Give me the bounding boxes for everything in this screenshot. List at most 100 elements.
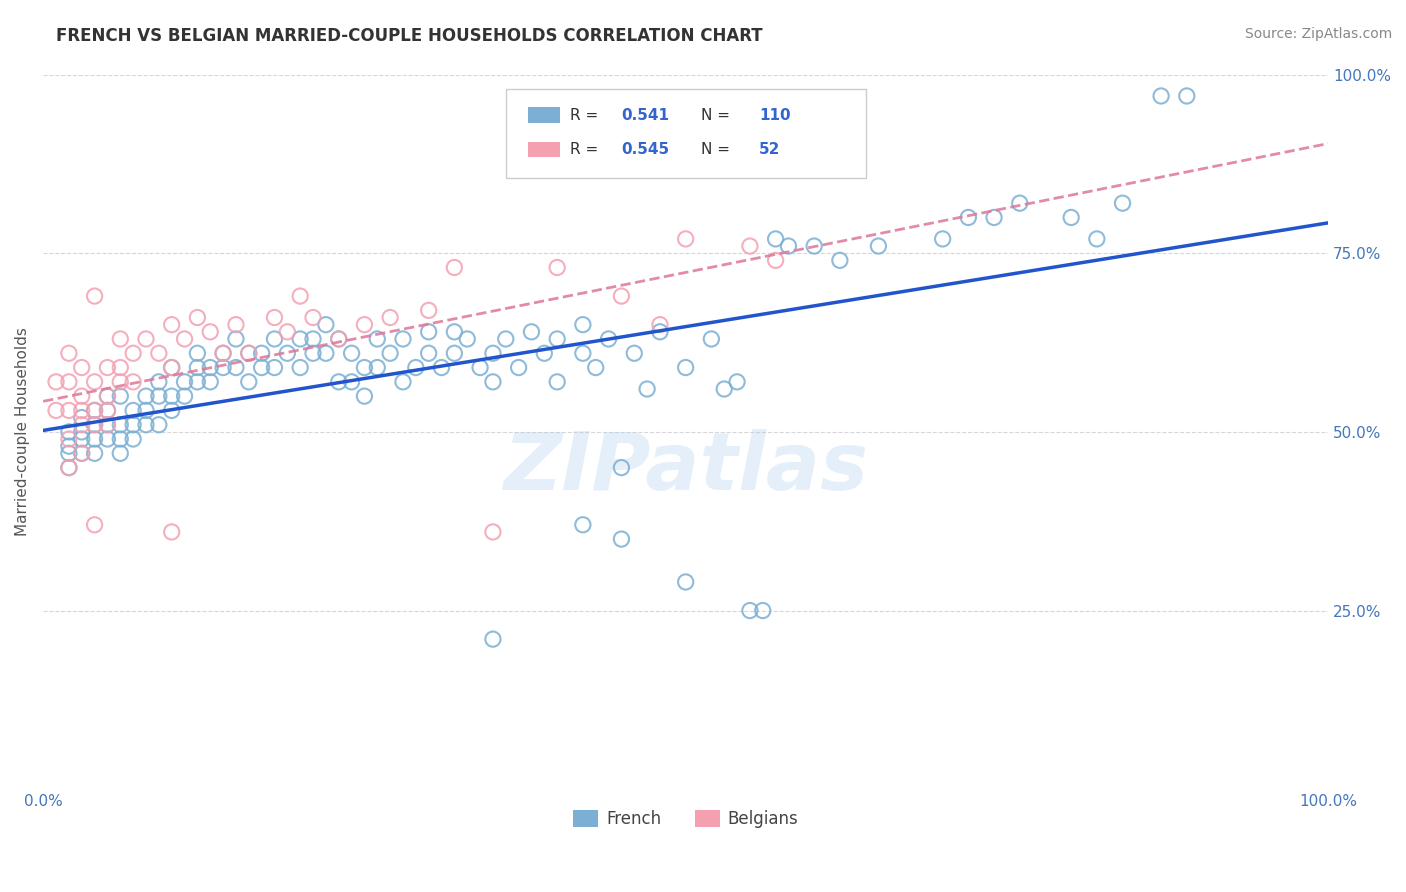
Point — [675, 360, 697, 375]
Point — [713, 382, 735, 396]
Y-axis label: Married-couple Households: Married-couple Households — [15, 327, 30, 536]
Point — [58, 403, 80, 417]
Point — [225, 360, 247, 375]
Point — [546, 375, 568, 389]
Bar — [527, 142, 560, 157]
Point — [353, 360, 375, 375]
Point — [58, 425, 80, 439]
Point — [160, 318, 183, 332]
Point — [160, 524, 183, 539]
Point — [546, 260, 568, 275]
Text: 52: 52 — [759, 142, 780, 157]
Point — [263, 310, 285, 325]
Point — [110, 332, 132, 346]
Point — [96, 403, 118, 417]
Point — [315, 346, 337, 360]
Point — [58, 460, 80, 475]
Point — [70, 432, 93, 446]
Point — [186, 375, 208, 389]
Text: N =: N = — [702, 142, 735, 157]
Point — [173, 332, 195, 346]
Point — [328, 332, 350, 346]
Point — [110, 389, 132, 403]
Point — [405, 360, 427, 375]
Point — [160, 403, 183, 417]
Point — [186, 360, 208, 375]
FancyBboxPatch shape — [506, 89, 866, 178]
Point — [263, 360, 285, 375]
Point — [148, 375, 170, 389]
Point — [868, 239, 890, 253]
Point — [83, 289, 105, 303]
Point — [752, 603, 775, 617]
Text: 0.541: 0.541 — [621, 108, 669, 123]
Point — [328, 332, 350, 346]
Point — [212, 360, 235, 375]
Point — [353, 389, 375, 403]
Point — [1008, 196, 1031, 211]
Point — [83, 517, 105, 532]
Point — [58, 446, 80, 460]
Point — [135, 332, 157, 346]
Point — [70, 410, 93, 425]
Point — [58, 375, 80, 389]
Point — [70, 403, 93, 417]
Point — [83, 446, 105, 460]
Point — [520, 325, 543, 339]
Point — [238, 346, 260, 360]
Point — [148, 346, 170, 360]
Point — [725, 375, 748, 389]
Point — [212, 346, 235, 360]
Point — [148, 417, 170, 432]
Point — [778, 239, 800, 253]
Point — [366, 332, 388, 346]
Point — [200, 375, 222, 389]
Point — [70, 446, 93, 460]
Point — [83, 432, 105, 446]
Point — [200, 325, 222, 339]
Point — [482, 375, 505, 389]
Point — [96, 417, 118, 432]
Point — [738, 239, 761, 253]
Point — [276, 325, 298, 339]
Point — [1150, 89, 1173, 103]
Point — [83, 375, 105, 389]
Point — [135, 389, 157, 403]
Point — [58, 346, 80, 360]
Point — [302, 332, 325, 346]
Point — [70, 389, 93, 403]
Text: R =: R = — [569, 142, 603, 157]
Point — [803, 239, 825, 253]
Point — [482, 632, 505, 647]
Point — [58, 439, 80, 453]
Point — [122, 375, 145, 389]
Point — [212, 346, 235, 360]
Point — [957, 211, 980, 225]
Point — [482, 524, 505, 539]
Point — [636, 382, 658, 396]
Point — [186, 310, 208, 325]
Point — [572, 517, 595, 532]
Point — [135, 417, 157, 432]
Point — [70, 446, 93, 460]
Point — [173, 389, 195, 403]
Point — [765, 253, 787, 268]
Point — [58, 432, 80, 446]
Point — [418, 303, 440, 318]
Point — [675, 232, 697, 246]
Point — [290, 360, 312, 375]
Point — [700, 332, 723, 346]
Point — [110, 432, 132, 446]
Text: 110: 110 — [759, 108, 790, 123]
Text: Source: ZipAtlas.com: Source: ZipAtlas.com — [1244, 27, 1392, 41]
Point — [648, 318, 671, 332]
Point — [83, 417, 105, 432]
Point — [250, 346, 273, 360]
Point — [302, 346, 325, 360]
Point — [572, 318, 595, 332]
Point — [648, 325, 671, 339]
Point — [378, 346, 401, 360]
Point — [418, 346, 440, 360]
Point — [340, 375, 363, 389]
Point — [173, 375, 195, 389]
